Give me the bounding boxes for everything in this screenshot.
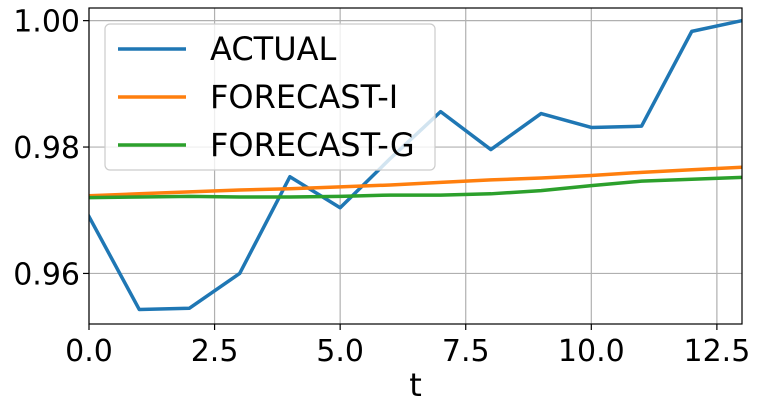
x-axis-label: t — [409, 366, 422, 404]
y-tick-label: 0.96 — [13, 257, 80, 292]
x-tick-label: 7.5 — [442, 334, 490, 369]
legend-entry-label: FORECAST-I — [210, 78, 398, 116]
y-tick-label: 0.98 — [13, 131, 80, 166]
series-line-forecast-i — [89, 165, 742, 198]
x-tick-label: 0.0 — [65, 334, 113, 369]
y-tick-label: 1.00 — [13, 5, 80, 40]
legend-entry-label: FORECAST-G — [210, 126, 415, 164]
x-tick-label: 2.5 — [191, 334, 239, 369]
legend-box — [104, 23, 436, 171]
x-tick-label: 5.0 — [316, 334, 364, 369]
x-tick-label: 12.5 — [683, 334, 750, 369]
legend: ACTUAL FORECAST-I FORECAST-G — [104, 23, 436, 171]
x-tick-label: 10.0 — [558, 334, 625, 369]
axis-ticks: 0.0 2.5 5.0 7.5 10.0 12.5 0.96 0.98 1.00 — [13, 5, 750, 369]
plot-frame — [88, 7, 743, 325]
legend-entry-label: ACTUAL — [210, 30, 337, 68]
series-line-forecast-g — [89, 175, 742, 200]
